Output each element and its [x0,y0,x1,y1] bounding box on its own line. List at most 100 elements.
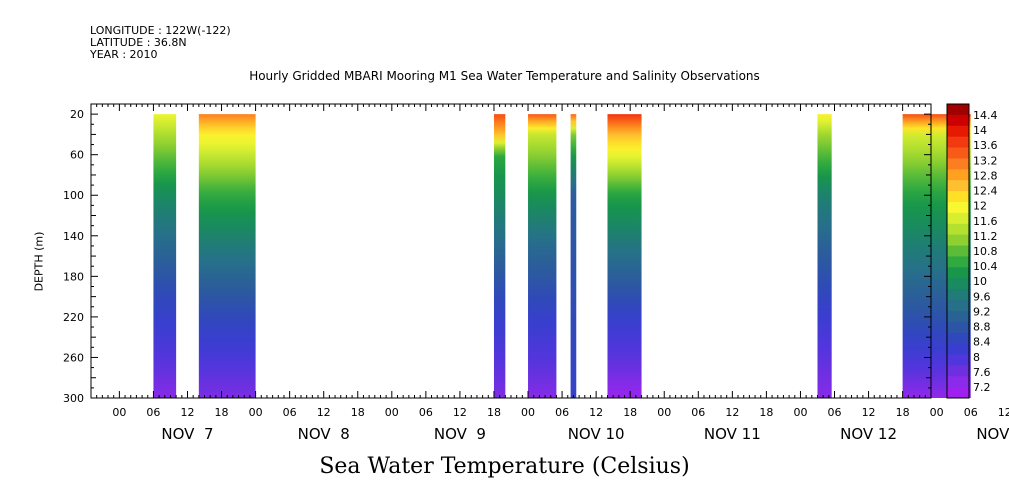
chart-title: Hourly Gridded MBARI Mooring M1 Sea Wate… [249,69,760,83]
colorbar-swatch [947,114,969,127]
colorbar-swatch [947,212,969,225]
year-label: YEAR : 2010 [90,48,158,61]
colorbar-swatch [947,256,969,268]
colorbar-swatch [947,365,969,377]
colorbar-label: 10.8 [973,245,998,258]
colorbar-label: 12 [973,200,987,213]
x-hour-label: 00 [793,406,807,419]
x-hour-label: 00 [521,406,535,419]
longitude-label: LONGITUDE : 122W(-122) [90,24,231,37]
y-tick-label: 140 [63,230,84,243]
x-hour-label: 06 [283,406,297,419]
colorbar-label: 8.8 [973,321,991,334]
x-hour-label: 06 [419,406,433,419]
colorbar-swatch [947,343,969,355]
x-day-label: NOV 12 [840,425,897,443]
colorbar-swatch [947,180,969,192]
x-hour-label: 00 [249,406,263,419]
x-hour-label: 12 [998,406,1009,419]
colorbar-label: 14.4 [973,109,998,122]
data-segment [198,114,256,398]
colorbar-swatch [947,223,969,236]
y-tick-label: 300 [63,392,84,405]
colorbar-label: 13.2 [973,154,998,167]
colorbar-label: 9.2 [973,305,991,318]
colorbar-swatch [947,376,969,388]
colorbar-label: 13.6 [973,139,998,152]
colorbar-swatch [947,202,969,214]
x-day-label: NOV 8 [298,425,350,443]
colorbar-label: 14 [973,124,987,137]
x-hour-label: 18 [487,406,501,419]
colorbar-swatch [947,136,969,149]
data-segment [570,114,577,398]
colorbar-swatch [947,289,969,301]
x-hour-label: 18 [351,406,365,419]
colorbar-frame [946,103,970,399]
x-day-label: NOV 11 [704,425,761,443]
colorbar-swatch [947,234,969,247]
x-hour-label: 06 [146,406,160,419]
x-hour-label: 06 [691,406,705,419]
colorbar-label: 7.2 [973,381,991,394]
x-day-label: NOV 9 [434,425,486,443]
colorbar-swatch [947,158,969,170]
colorbar-swatch [947,278,969,290]
colorbar-swatch [947,191,969,203]
colorbar-label: 10 [973,275,987,288]
colorbar-label: 12.4 [973,185,998,198]
y-tick-label: 20 [70,108,84,121]
colorbar-label: 10.4 [973,260,998,273]
colorbar-label: 8 [973,351,980,364]
colorbar-label: 12.8 [973,169,998,182]
x-hour-label: 12 [589,406,603,419]
x-hour-label: 18 [623,406,637,419]
x-day-label: NOV 7 [161,425,213,443]
colorbar-swatch [947,310,969,323]
x-axis-label: Sea Water Temperature (Celsius) [319,454,690,479]
x-hour-label: 12 [862,406,876,419]
x-hour-label: 12 [725,406,739,419]
data-segment [528,114,557,398]
x-hour-label: 06 [828,406,842,419]
colorbar-swatch [947,321,969,334]
x-hour-label: 18 [896,406,910,419]
colorbar-label: 8.4 [973,336,991,349]
colorbar-swatch [947,169,969,181]
x-hour-label: 12 [317,406,331,419]
y-tick-label: 100 [63,189,84,202]
colorbar-swatch [947,354,969,366]
colorbar-label: 11.6 [973,215,998,228]
x-hour-label: 18 [759,406,773,419]
colorbar-swatch [947,387,969,399]
colorbar-swatch [947,245,969,257]
x-hour-label: 00 [930,406,944,419]
colorbar-label: 9.6 [973,290,991,303]
colorbar-swatch [947,104,969,116]
y-tick-label: 220 [63,311,84,324]
colorbar-label: 7.6 [973,366,991,379]
x-hour-label: 12 [180,406,194,419]
colorbar-label: 11.2 [973,230,998,243]
colorbar-swatch [947,125,969,138]
x-hour-label: 06 [964,406,978,419]
x-hour-label: 00 [385,406,399,419]
colorbar-swatch [947,300,969,312]
y-tick-label: 60 [70,149,84,162]
data-segment [607,114,642,398]
x-hour-label: 18 [215,406,229,419]
latitude-label: LATITUDE : 36.8N [90,36,187,49]
y-tick-label: 180 [63,270,84,283]
x-hour-label: 00 [657,406,671,419]
x-hour-label: 12 [453,406,467,419]
x-hour-label: 06 [555,406,569,419]
x-day-label: NOV 10 [568,425,625,443]
data-segment [153,114,177,398]
data-segment [493,114,506,398]
x-hour-label: 00 [112,406,126,419]
x-day-label: NOV 13 [976,425,1009,443]
colorbar-swatch [947,267,969,279]
colorbar-swatch [947,147,969,159]
y-tick-label: 260 [63,351,84,364]
